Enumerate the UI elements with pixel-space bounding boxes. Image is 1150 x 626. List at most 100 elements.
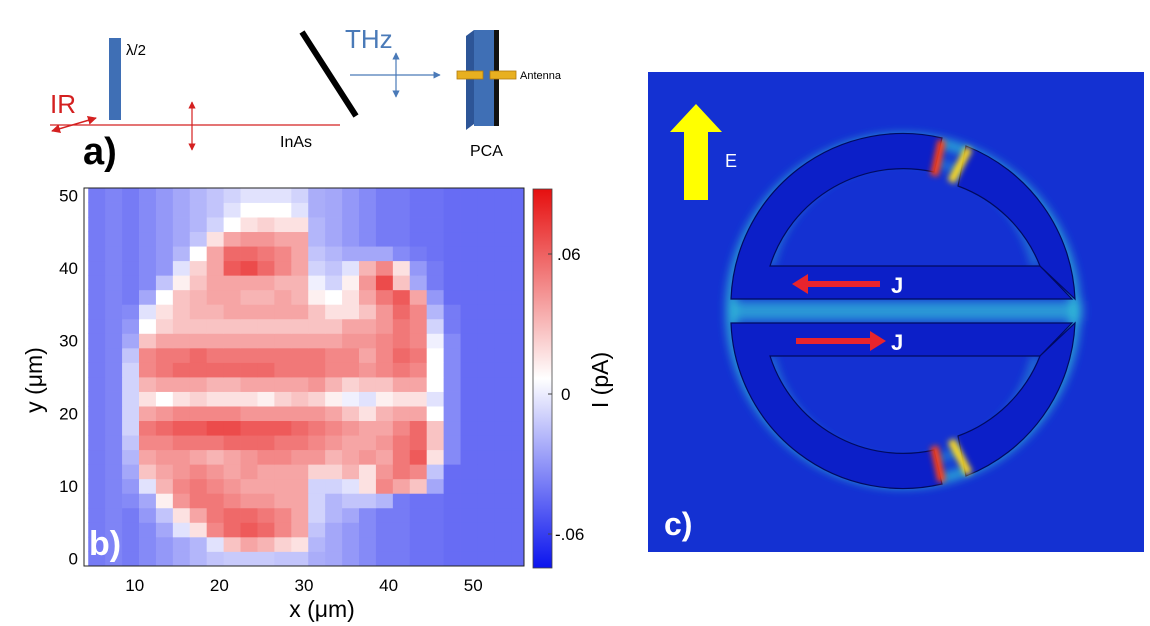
e-field-arrow: [670, 104, 722, 200]
heatmap-cell: [342, 536, 360, 552]
heatmap-cell: [240, 420, 258, 436]
heatmap-cell: [477, 551, 495, 567]
heatmap-cell: [460, 377, 478, 392]
heatmap-cell: [172, 464, 191, 480]
heatmap-cell: [206, 536, 225, 552]
heatmap-cell: [443, 304, 461, 320]
heatmap-cell: [122, 449, 140, 465]
heatmap-cell: [189, 464, 208, 480]
heatmap-cell: [105, 377, 123, 392]
heatmap-cell: [494, 391, 512, 407]
heatmap-cell: [392, 391, 411, 407]
heatmap-cell: [460, 522, 478, 538]
heatmap-cell: [511, 507, 525, 523]
heatmap-cell: [359, 362, 377, 378]
heatmap-cell: [460, 202, 478, 218]
heatmap-cell: [88, 318, 106, 334]
heatmap-cell: [375, 478, 394, 494]
heatmap-cell: [155, 231, 174, 247]
heatmap-cell: [257, 318, 275, 334]
y-tick-label: 0: [69, 550, 78, 569]
heatmap-cell: [206, 304, 225, 320]
heatmap-cell: [494, 377, 512, 392]
heatmap-cell: [240, 362, 258, 378]
heatmap-cell: [392, 406, 411, 422]
heatmap-cell: [375, 420, 394, 436]
heatmap-cell: [342, 362, 360, 378]
heatmap-cell: [291, 246, 309, 262]
heatmap-cell: [426, 231, 445, 247]
e-field-label: E: [725, 151, 737, 171]
heatmap-cell: [240, 406, 258, 422]
heatmap-cell: [342, 202, 360, 218]
heatmap-cell: [375, 435, 394, 451]
field-halo-gap: [730, 301, 1082, 321]
heatmap-cell: [392, 333, 411, 349]
heatmap-cell: [189, 275, 208, 291]
heatmap-cell: [426, 493, 445, 509]
heatmap-cell: [189, 202, 208, 218]
heatmap-cell: [375, 493, 394, 509]
heatmap-cell: [375, 507, 394, 523]
heatmap-cell: [325, 377, 343, 392]
heatmap-cell: [291, 522, 309, 538]
heatmap-cell: [375, 377, 394, 392]
heatmap-cell: [308, 536, 326, 552]
heatmap-cell: [206, 478, 225, 494]
heatmap-cell: [105, 260, 123, 276]
heatmap-cell: [392, 377, 411, 392]
heatmap-cell: [257, 304, 275, 320]
heatmap-cell: [189, 420, 208, 436]
heatmap-cell: [189, 449, 208, 465]
heatmap-cell: [105, 420, 123, 436]
heatmap-cell: [443, 464, 461, 480]
heatmap-cell: [460, 449, 478, 465]
heatmap-cell: [494, 420, 512, 436]
heatmap-cell: [291, 231, 309, 247]
heatmap-cell: [426, 551, 445, 567]
heatmap-cell: [494, 202, 512, 218]
heatmap-cell: [122, 246, 140, 262]
heatmap-cell: [291, 391, 309, 407]
heatmap-cell: [426, 202, 445, 218]
heatmap-cell: [325, 522, 343, 538]
heatmap-cell: [460, 231, 478, 247]
heatmap-cell: [325, 536, 343, 552]
heatmap-cell: [206, 275, 225, 291]
hot-spot-bottom-left: [930, 445, 946, 483]
heatmap-cell: [155, 188, 174, 203]
heatmap-cell: [206, 377, 225, 392]
heatmap-cell: [105, 464, 123, 480]
heatmap-cell: [426, 289, 445, 305]
heatmap-cell: [172, 536, 191, 552]
heatmap-cell: [325, 449, 343, 465]
heatmap-cell: [308, 333, 326, 349]
heatmap-cell: [257, 188, 275, 203]
heatmap-cell: [206, 464, 225, 480]
heatmap-cell: [392, 246, 411, 262]
heatmap-cell: [172, 347, 191, 363]
pca-block: [474, 30, 494, 126]
heatmap-cell: [223, 435, 241, 451]
heatmap-cell: [359, 377, 377, 392]
heatmap-cell: [359, 551, 377, 567]
heatmap-cell: [155, 449, 174, 465]
heatmap-cell: [511, 217, 525, 233]
heatmap-cell: [274, 551, 292, 567]
heatmap-cell: [139, 449, 157, 465]
ir-polarization-arrow: [51, 115, 97, 134]
heatmap-cell: [375, 551, 394, 567]
heatmap-cell: [375, 536, 394, 552]
heatmap-cell: [291, 435, 309, 451]
heatmap-cell: [189, 304, 208, 320]
heatmap-cell: [122, 507, 140, 523]
heatmap-cell: [477, 362, 495, 378]
heatmap-cell: [375, 202, 394, 218]
heatmap-cell: [477, 188, 495, 203]
heatmap-cell: [494, 362, 512, 378]
heatmap-cell: [189, 551, 208, 567]
heatmap-cell: [274, 275, 292, 291]
heatmap-cell: [308, 406, 326, 422]
heatmap-cell: [257, 362, 275, 378]
